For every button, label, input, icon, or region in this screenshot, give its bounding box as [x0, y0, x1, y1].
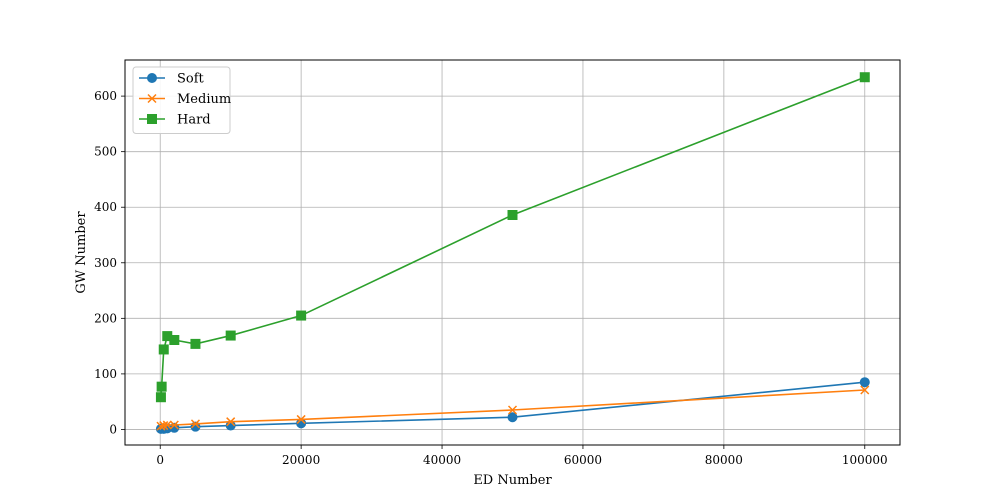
series-medium — [156, 385, 870, 431]
data-point-hard — [507, 210, 518, 220]
y-tick-label: 0 — [109, 422, 117, 436]
legend: Soft Medium Hard — [132, 66, 231, 134]
legend-label-medium: Medium — [177, 92, 231, 107]
data-point-medium — [162, 420, 172, 430]
y-tick-label: 200 — [94, 311, 117, 325]
y-tick-label: 300 — [94, 256, 117, 270]
data-point-medium — [296, 414, 306, 424]
x-tick-label: 100000 — [842, 453, 888, 467]
legend-label-soft: Soft — [177, 72, 205, 87]
x-axis-label: ED Number — [473, 473, 552, 488]
y-tick-label: 400 — [94, 200, 117, 214]
legend-item-hard: Hard — [139, 113, 211, 128]
legend-marker-soft — [147, 73, 157, 83]
legend-label-hard: Hard — [177, 113, 211, 128]
data-point-hard — [156, 381, 167, 392]
axis-ticks: 0 20000 40000 60000 80000 100000 0 100 200 300 400… — [94, 89, 888, 467]
series-line-hard — [160, 76, 866, 398]
y-axis-label: GW Number — [74, 211, 89, 294]
x-tick-label: 60000 — [564, 453, 602, 467]
legend-item-medium: Medium — [139, 92, 231, 107]
grid-lines — [125, 60, 900, 445]
data-point-medium — [159, 421, 169, 431]
data-point-medium — [169, 420, 179, 430]
y-tick-label: 500 — [94, 145, 117, 159]
data-point-soft — [507, 412, 518, 423]
data-point-hard — [190, 338, 201, 349]
data-point-soft — [859, 377, 870, 388]
data-point-hard — [158, 344, 169, 355]
data-point-hard — [225, 330, 236, 341]
plot-frame — [124, 59, 901, 446]
x-tick-label: 40000 — [423, 453, 461, 467]
legend-marker-medium — [147, 93, 157, 104]
legend-marker-hard — [147, 114, 157, 124]
data-point-medium — [190, 419, 200, 429]
data-point-hard — [296, 310, 307, 321]
series-layer — [155, 72, 870, 434]
data-point-medium — [507, 405, 518, 415]
data-point-hard — [169, 335, 180, 345]
legend-box — [132, 66, 231, 134]
x-tick-label: 80000 — [705, 453, 743, 467]
x-tick-label: 20000 — [282, 453, 320, 467]
x-tick-label: 0 — [156, 453, 164, 467]
y-tick-label: 100 — [94, 367, 117, 381]
y-tick-label: 600 — [94, 89, 117, 103]
legend-item-soft: Soft — [139, 72, 205, 87]
data-point-hard — [155, 392, 166, 403]
data-point-medium — [226, 417, 236, 427]
series-soft — [155, 377, 870, 434]
data-point-medium — [860, 385, 870, 395]
series-hard — [155, 72, 870, 403]
data-point-hard — [859, 72, 870, 83]
